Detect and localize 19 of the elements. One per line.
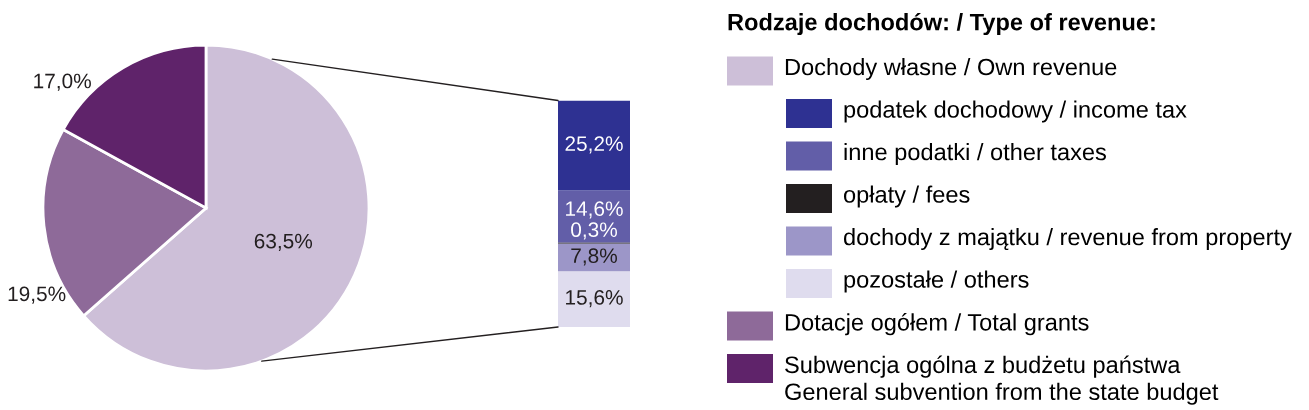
legend-label: podatek dochodowy / income tax [844,100,1187,123]
legend-label: Dotacje ogółem / Total grants [785,313,1089,336]
legend-label: opłaty / fees [843,185,970,208]
data-label: 25,2% [565,136,623,154]
legend-label: Dochody własne / Own revenue [785,58,1117,81]
bar [558,271,630,327]
legend-label: pozostałe / others [844,270,1029,293]
data-label: 17,0% [34,73,91,91]
legend-label: inne podatki / other taxes [844,143,1106,166]
data-label: 0,3% [571,222,617,240]
data-label: 63,5% [254,233,313,251]
data-label: 7,8% [571,248,617,266]
data-label: 19,5% [8,286,66,304]
bar [558,100,630,191]
legend-label: Subwencja ogólna z budżetu państwa General subvention from the state budget [785,355,1219,405]
data-label: 14,6% [566,201,623,219]
legend-title: Rodzaje dochodów: / Type of revenue: [728,12,1155,36]
legend-label: dochody z majątku / revenue from property [843,228,1292,251]
data-label: 15,6% [566,290,623,308]
